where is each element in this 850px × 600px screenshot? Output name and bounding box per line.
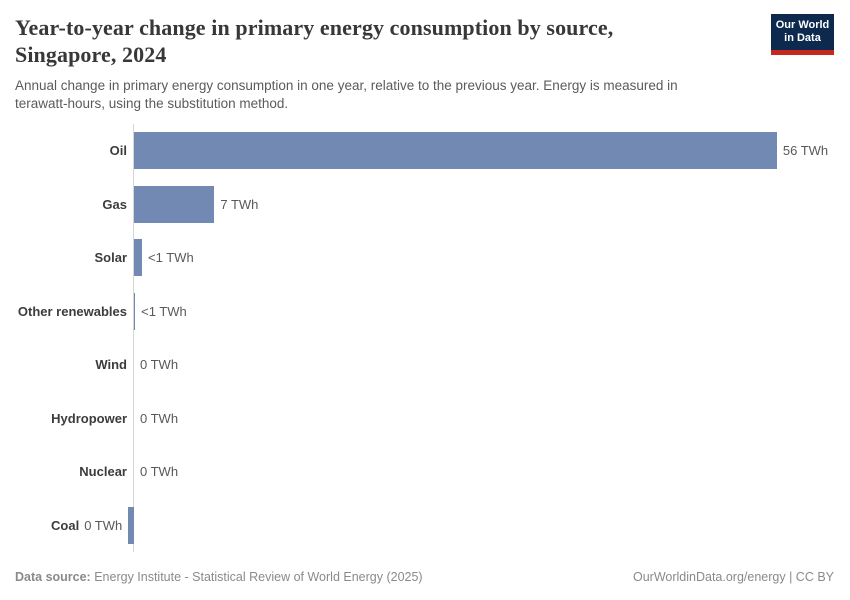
row-left-gutter: Solar — [0, 250, 134, 265]
bar-chart: Oil 56 TWh Gas 7 TWh Solar <1 TWh Other renewa… — [0, 124, 850, 552]
row-left-gutter: Other renewables — [0, 304, 134, 319]
category-label: Coal — [51, 517, 80, 533]
zero-axis-line — [133, 124, 134, 552]
chart-row: Coal 0 TWh — [0, 499, 850, 553]
chart-row: Solar <1 TWh — [0, 231, 850, 285]
value-label: 7 TWh — [220, 196, 259, 212]
row-left-gutter: Hydropower — [0, 411, 134, 426]
row-left-gutter: Gas — [0, 197, 134, 212]
data-source-label: Data source: — [15, 570, 91, 584]
chart-title-line1: Year-to-year change in primary energy co… — [15, 15, 614, 40]
value-label: 0 TWh — [140, 464, 179, 480]
chart-titles: Year-to-year change in primary energy co… — [15, 14, 757, 112]
chart-subtitle: Annual change in primary energy consumpt… — [15, 77, 757, 112]
bar[interactable] — [134, 185, 215, 223]
category-label: Hydropower — [51, 410, 127, 426]
owid-logo-line1: Our World — [775, 19, 830, 31]
value-label: 56 TWh — [782, 143, 829, 159]
chart-row: Nuclear 0 TWh — [0, 445, 850, 499]
chart-row: Oil 56 TWh — [0, 124, 850, 178]
row-left-gutter: Coal 0 TWh — [0, 506, 134, 544]
chart-footer: Data source: Energy Institute - Statisti… — [15, 569, 834, 585]
data-source-text: Energy Institute - Statistical Review of… — [90, 570, 423, 584]
owid-logo-line2: in Data — [784, 32, 821, 44]
chart-title: Year-to-year change in primary energy co… — [15, 14, 757, 68]
chart-header: Year-to-year change in primary energy co… — [0, 0, 850, 112]
value-label: 0 TWh — [84, 517, 123, 533]
category-label: Nuclear — [79, 464, 127, 480]
chart-row: Hydropower 0 TWh — [0, 392, 850, 446]
row-left-gutter: Oil — [0, 143, 134, 158]
category-label: Gas — [102, 196, 127, 212]
value-label: <1 TWh — [148, 250, 194, 266]
value-label: <1 TWh — [141, 303, 187, 319]
credit-link: OurWorldinData.org/energy | CC BY — [632, 570, 834, 584]
value-label: 0 TWh — [140, 357, 179, 373]
category-label: Wind — [95, 357, 127, 373]
row-left-gutter: Nuclear — [0, 464, 134, 479]
chart-title-line2: Singapore, 2024 — [15, 42, 167, 67]
category-label: Other renewables — [17, 303, 127, 319]
bar[interactable] — [134, 292, 136, 330]
chart-subtitle-line2: terawatt-hours, using the substitution m… — [15, 95, 289, 111]
category-label: Oil — [109, 143, 127, 159]
chart-subtitle-line1: Annual change in primary energy consumpt… — [15, 78, 678, 93]
chart-row: Gas 7 TWh — [0, 178, 850, 232]
chart-row: Wind 0 TWh — [0, 338, 850, 392]
chart-row: Other renewables <1 TWh — [0, 285, 850, 339]
bar[interactable] — [134, 239, 143, 277]
value-label: 0 TWh — [140, 410, 179, 426]
bar[interactable] — [128, 506, 134, 544]
owid-logo: Our World in Data — [771, 14, 834, 55]
chart-rows: Oil 56 TWh Gas 7 TWh Solar <1 TWh Other renewa… — [0, 124, 850, 552]
category-label: Solar — [94, 250, 127, 266]
data-source-note: Data source: Energy Institute - Statisti… — [15, 569, 423, 585]
bar[interactable] — [134, 132, 777, 170]
row-left-gutter: Wind — [0, 357, 134, 372]
